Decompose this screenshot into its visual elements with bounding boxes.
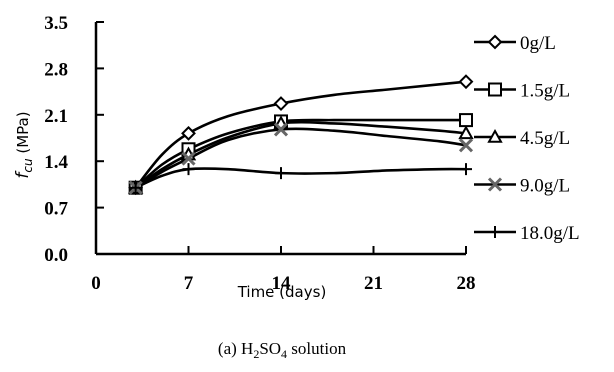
legend-label: 9.0g/L [520,176,570,197]
y-ticks: 0.0 0.7 1.4 2.1 2.8 3.5 [44,13,104,266]
legend-label: 1.5g/L [520,81,570,102]
data-point-9-0g-l [273,122,289,137]
x-tick-label: 28 [457,273,476,294]
legend-label: 18.0g/L [520,223,580,244]
legend-marker [487,128,503,143]
data-point-18-0g-l [460,163,472,176]
y-tick-label: 2.1 [44,106,68,127]
legend-item-0g-l: 0g/L [474,33,556,54]
x-tick-label: 0 [91,273,101,294]
caption-mid: SO [259,339,281,358]
data-point-9-0g-l [181,151,196,166]
data-point-18-0g-l [275,167,287,180]
legend-marker [487,177,503,192]
caption-prefix: (a) H [218,339,253,358]
y-tick-label: 3.5 [44,13,68,34]
y-axis-title-subscript: cu [21,158,35,173]
caption-suffix: solution [287,339,347,358]
legend: 0g/L 1.5g/L 4.5g/L 9.0g/L 18.0g/L [474,33,580,244]
data-point-9-0g-l [458,138,474,153]
caption-sub-2: 4 [281,347,287,361]
data-point-4-5g-l [458,125,474,140]
data-point-0g-l [458,74,474,90]
legend-label: 0g/L [520,33,556,54]
data-point-18-0g-l [182,163,195,176]
y-tick-label: 1.4 [44,152,68,173]
legend-item-18-0g-l: 18.0g/L [474,223,580,244]
y-tick-label: 0.0 [44,245,68,266]
x-tick-label: 14 [272,273,292,294]
x-tick-label: 7 [184,273,194,294]
caption: (a) H2SO4 solution [218,339,347,361]
y-axis-title-unit: (MPa) [14,111,32,158]
series-line-18-0g-l [134,167,468,190]
caption-sub-1: 2 [253,347,259,361]
legend-marker [488,82,502,97]
x-axis-title: Time (days) [237,283,327,301]
legend-marker [489,226,501,238]
x-tick-label: 21 [364,273,383,294]
legend-marker [487,34,503,50]
legend-item-9-0g-l: 9.0g/L [474,176,570,197]
data-point-18-0g-l [129,181,142,194]
y-axis-title-symbol: f [13,170,33,179]
x-ticks: 0 7 14 21 28 [91,246,476,294]
data-point-1-5g-l [459,113,473,128]
series-markers [127,74,474,196]
legend-item-1-5g-l: 1.5g/L [474,81,570,102]
legend-label: 4.5g/L [520,128,570,149]
legend-item-4-5g-l: 4.5g/L [474,128,570,149]
y-axis-title: fcu (MPa) [13,111,35,178]
data-point-0g-l [181,125,196,141]
data-point-0g-l [273,96,289,111]
y-tick-label: 0.7 [44,199,68,220]
y-tick-label: 2.8 [44,59,68,80]
